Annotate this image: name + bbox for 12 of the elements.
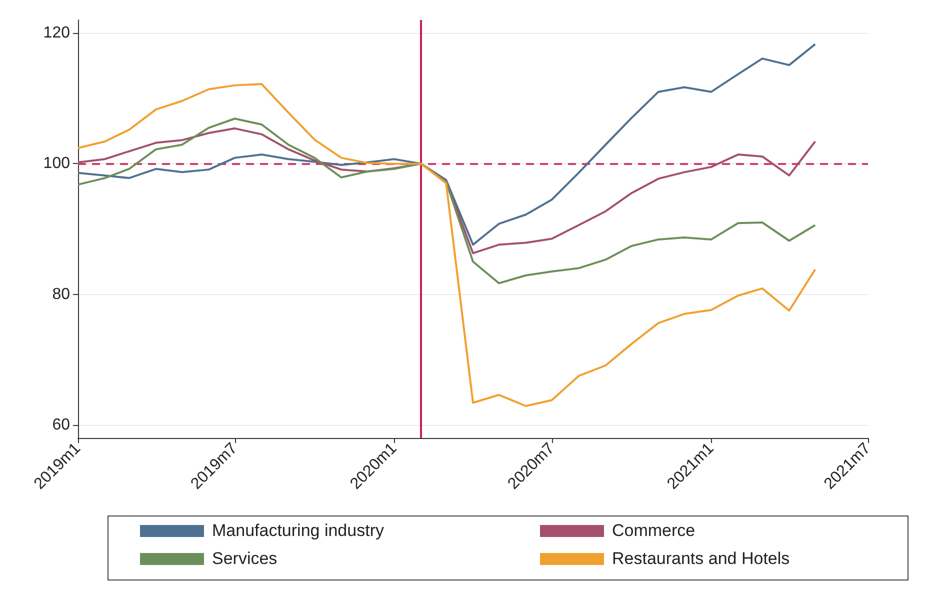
y-tick-label: 80 (52, 286, 70, 303)
legend-label: Manufacturing industry (212, 521, 384, 540)
line-series (77, 43, 816, 246)
y-tick-label: 100 (43, 155, 70, 172)
line-series (77, 83, 816, 407)
y-tick-label: 60 (52, 416, 70, 434)
line-series (77, 127, 816, 254)
legend-label: Restaurants and Hotels (612, 549, 790, 568)
y-tick-label: 120 (43, 24, 70, 42)
line-series (77, 118, 816, 284)
legend-label: Commerce (612, 521, 696, 540)
legend-label: Services (212, 549, 278, 568)
